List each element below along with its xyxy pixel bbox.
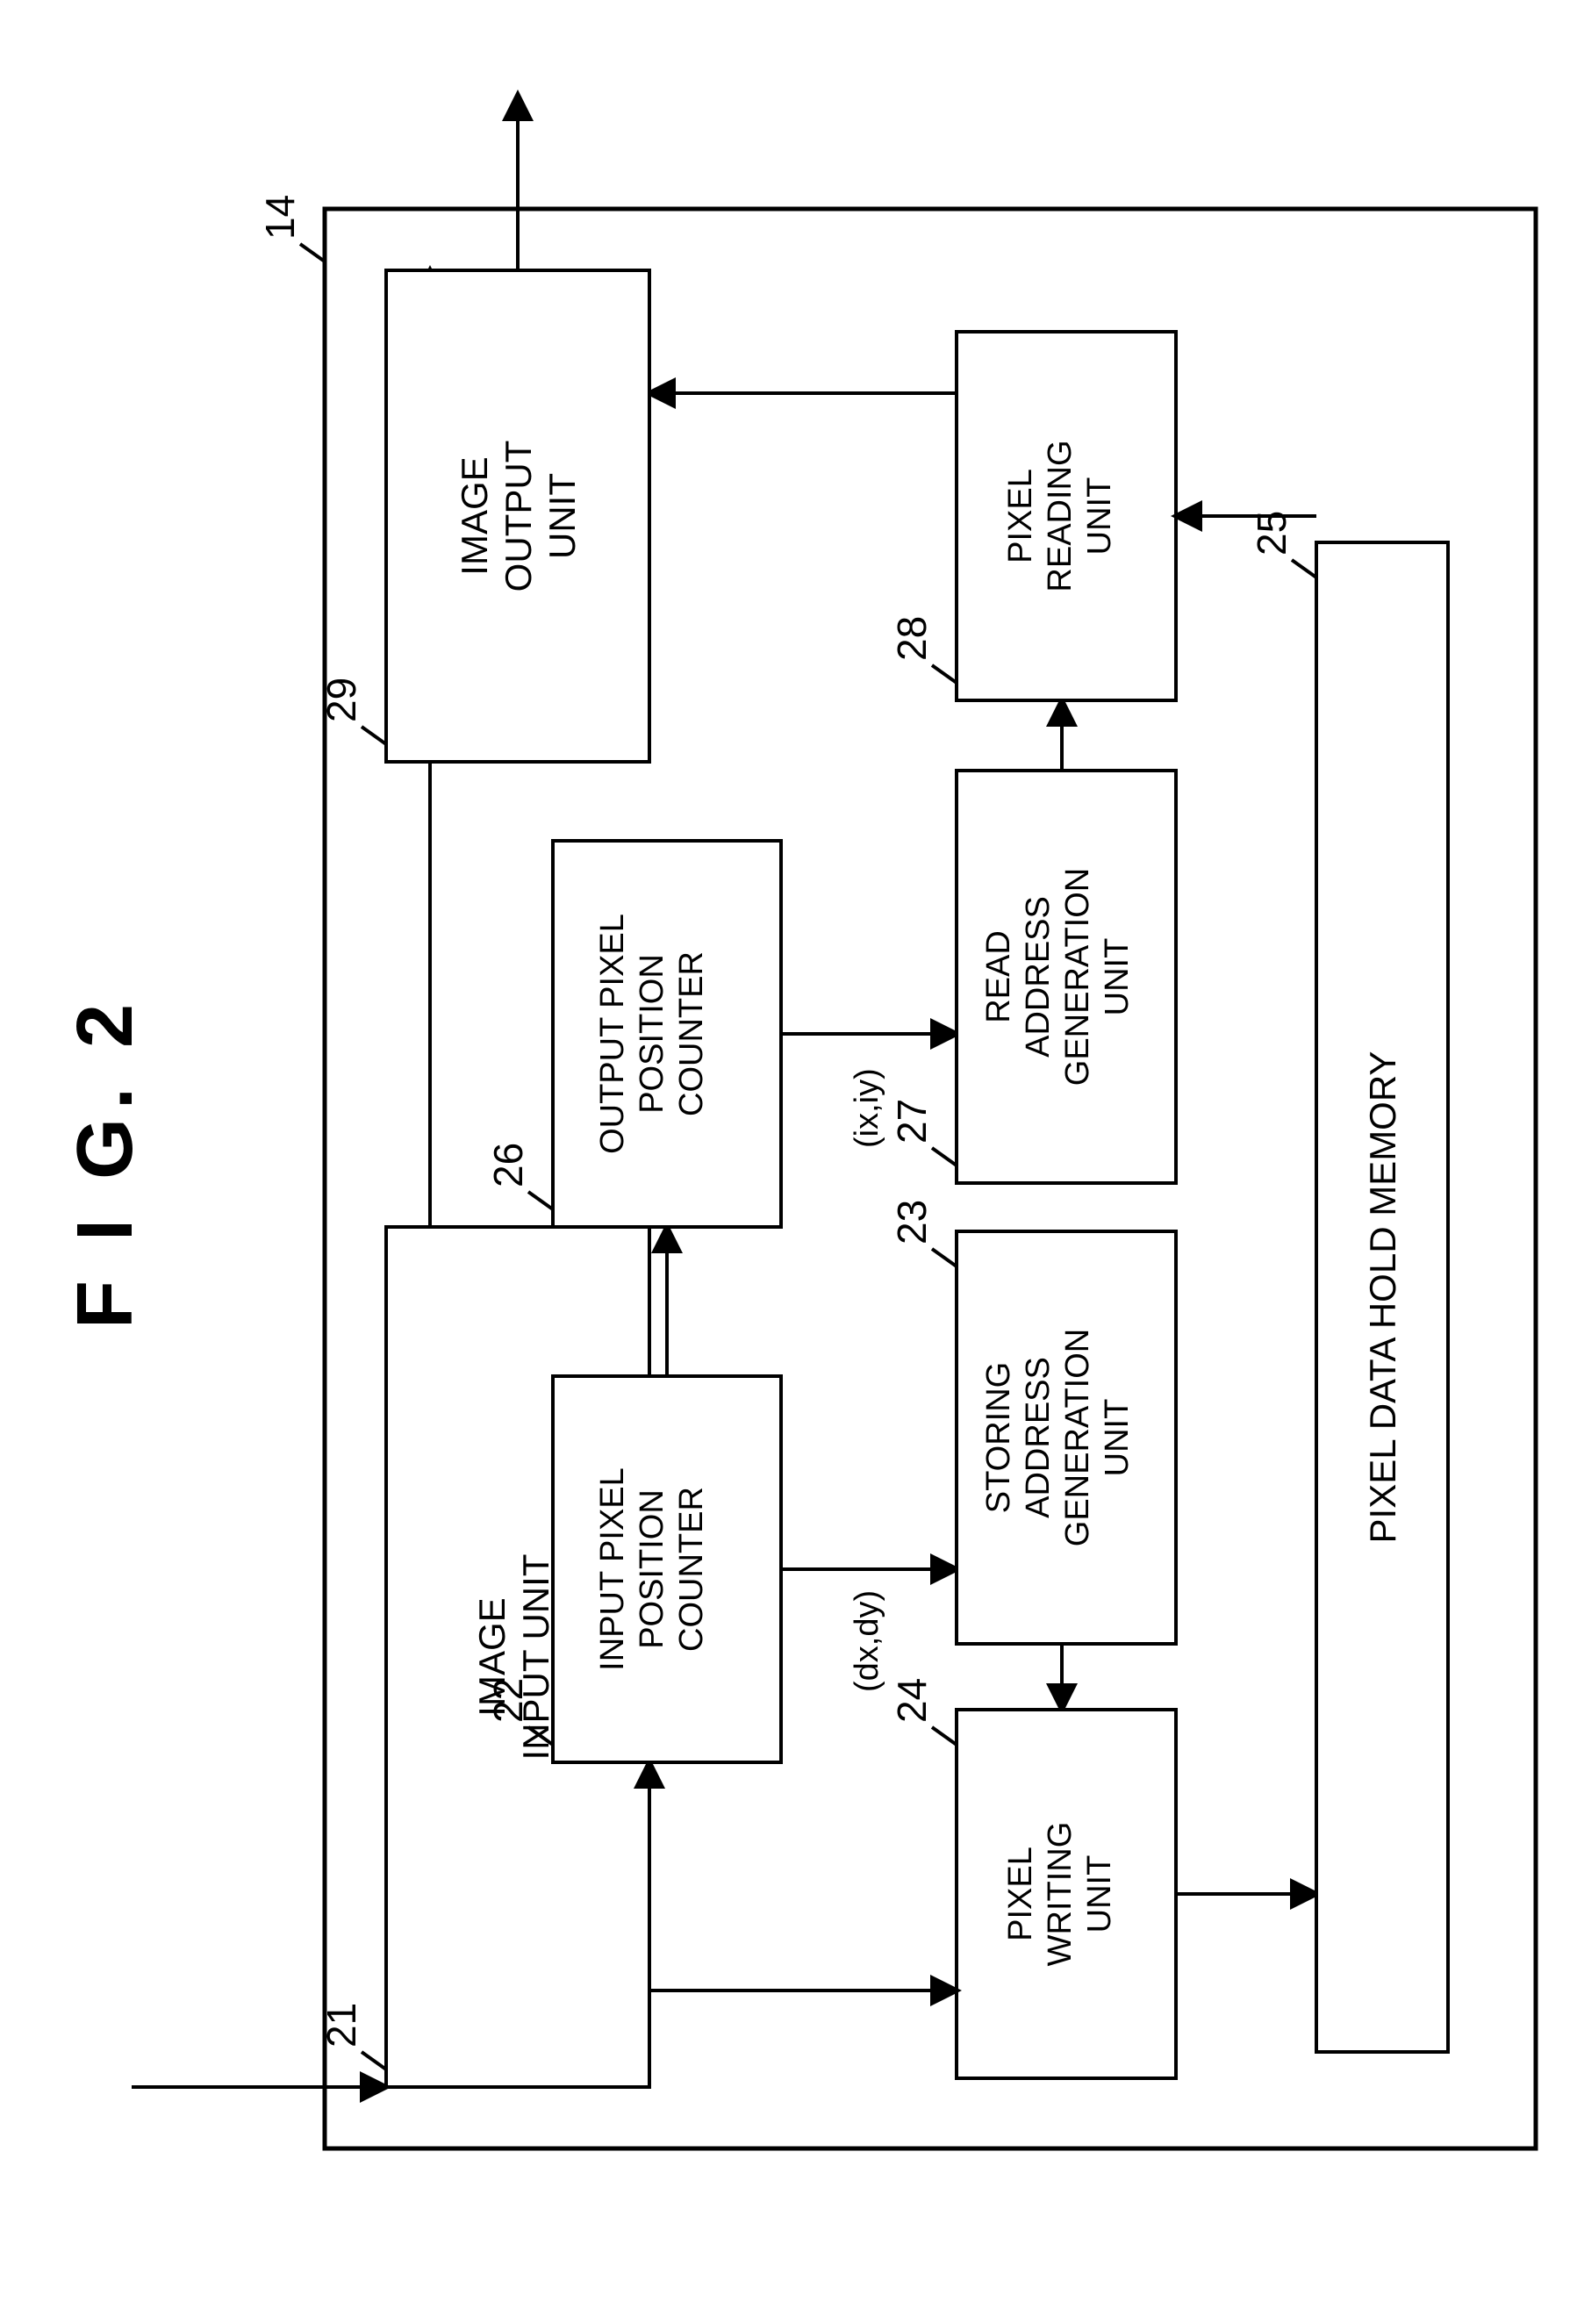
label-24-l1: WRITING <box>1042 1822 1079 1967</box>
label-26-l1: POSITION <box>634 954 670 1114</box>
block-25: 25 PIXEL DATA HOLD MEMORY <box>1249 511 1448 2052</box>
leader-29 <box>362 727 386 744</box>
label-28-l2: UNIT <box>1081 477 1118 556</box>
figure-title: F I G. 2 <box>61 995 149 1329</box>
label-29-l2: UNIT <box>541 473 583 559</box>
leader-21 <box>362 2052 386 2069</box>
leader-14 <box>300 244 325 262</box>
label-21-l1: INPUT UNIT <box>515 1554 556 1761</box>
label-22-l2: COUNTER <box>673 1487 710 1652</box>
label-26-l2: COUNTER <box>673 951 710 1116</box>
leader-23 <box>932 1249 957 1266</box>
label-27-l0: READ <box>980 930 1017 1023</box>
label-27-l3: UNIT <box>1099 938 1136 1016</box>
leader-25 <box>1292 560 1316 577</box>
ref-28: 28 <box>889 616 935 661</box>
sig-dxdy: (dx,dy) <box>849 1590 885 1692</box>
ref-14: 14 <box>257 195 303 240</box>
ref-23: 23 <box>889 1200 935 1244</box>
block-23: 23 STORING ADDRESS GENERATION UNIT <box>889 1200 1176 1644</box>
block-24: 24 PIXEL WRITING UNIT <box>889 1678 1176 2078</box>
leader-26 <box>528 1192 553 1209</box>
ref-29: 29 <box>319 678 364 722</box>
leader-28 <box>932 665 957 683</box>
ref-21: 21 <box>319 2003 364 2048</box>
block-27: 27 READ ADDRESS GENERATION UNIT <box>889 771 1176 1183</box>
label-26-l0: OUTPUT PIXEL <box>594 914 631 1154</box>
label-24-l0: PIXEL <box>1002 1847 1039 1941</box>
figure-diagram: F I G. 2 14 21 IMAGE INPUT UNIT 22 INPUT… <box>0 0 1577 2324</box>
leader-27 <box>932 1148 957 1166</box>
ref-27: 27 <box>889 1099 935 1144</box>
label-22-l1: POSITION <box>634 1489 670 1649</box>
label-28-l0: PIXEL <box>1002 469 1039 563</box>
ref-24: 24 <box>889 1678 935 1723</box>
label-25-l0: PIXEL DATA HOLD MEMORY <box>1362 1051 1403 1544</box>
label-23-l3: UNIT <box>1099 1399 1136 1477</box>
label-27-l2: GENERATION <box>1059 868 1096 1086</box>
ref-26: 26 <box>485 1143 531 1187</box>
label-29-l0: IMAGE <box>454 456 495 575</box>
block-29: 29 IMAGE OUTPUT UNIT <box>319 270 649 762</box>
label-27-l1: ADDRESS <box>1020 896 1057 1058</box>
block-26: 26 OUTPUT PIXEL POSITION COUNTER <box>485 841 781 1227</box>
label-23-l2: GENERATION <box>1059 1329 1096 1546</box>
leader-24 <box>932 1727 957 1745</box>
label-23-l1: ADDRESS <box>1020 1357 1057 1518</box>
label-28-l1: READING <box>1042 440 1079 592</box>
label-24-l2: UNIT <box>1081 1855 1118 1933</box>
label-22-l0: INPUT PIXEL <box>594 1467 631 1671</box>
block-28: 28 PIXEL READING UNIT <box>889 332 1176 700</box>
sig-ixiy: (ix,iy) <box>849 1068 885 1148</box>
drawing-group: F I G. 2 14 21 IMAGE INPUT UNIT 22 INPUT… <box>61 95 1536 2148</box>
label-23-l0: STORING <box>980 1362 1017 1513</box>
label-29-l1: OUTPUT <box>498 441 539 592</box>
ref-22: 22 <box>485 1678 531 1723</box>
